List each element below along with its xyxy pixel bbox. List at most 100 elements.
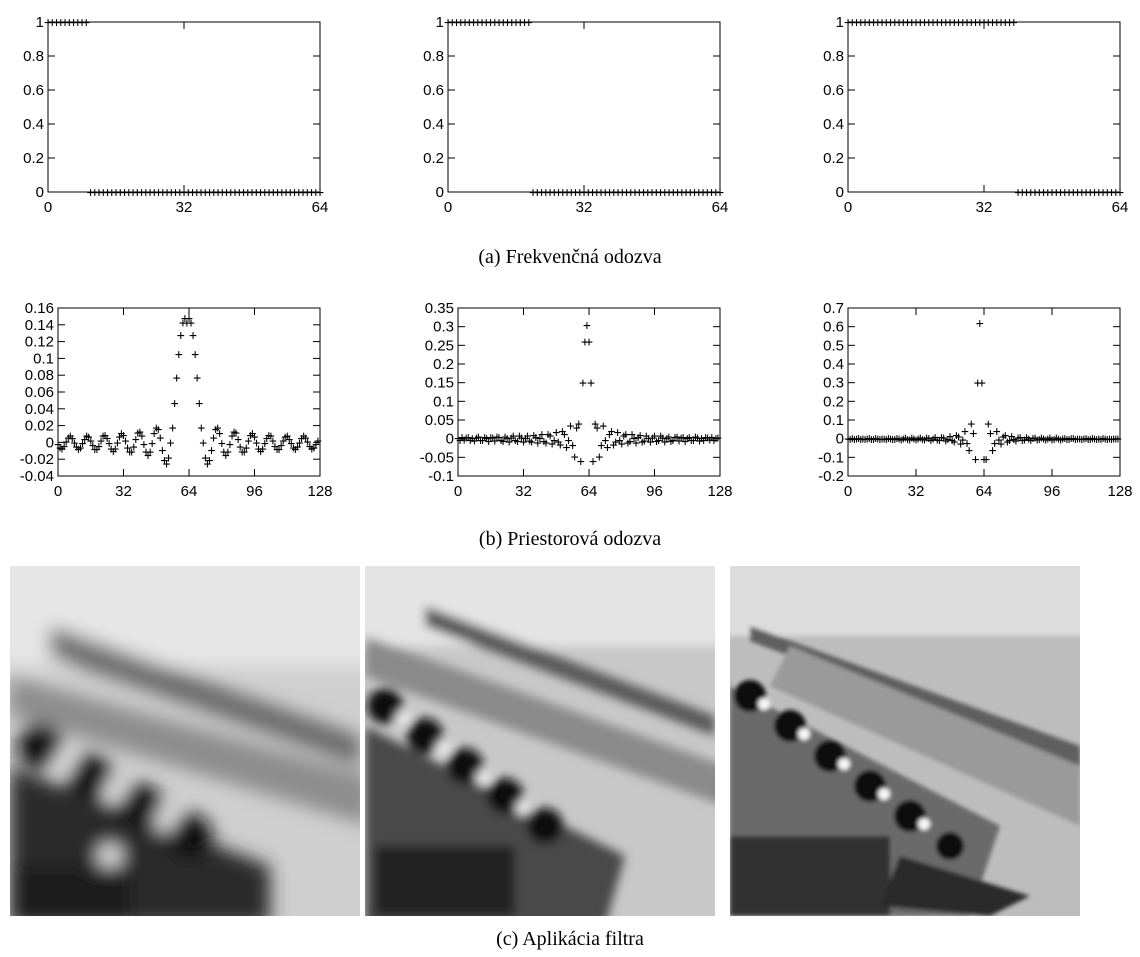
data-point: + [257, 186, 265, 201]
data-point: + [940, 431, 948, 446]
data-point: + [466, 434, 474, 449]
data-point: + [48, 16, 56, 31]
data-point: + [1059, 432, 1067, 447]
caption-a: (a) Frekvenčná odozva [478, 246, 662, 268]
data-point: + [501, 430, 509, 445]
data-point: + [1023, 430, 1031, 445]
data-point: + [921, 16, 929, 31]
x-tick-label: 0 [54, 483, 62, 500]
x-tick-label: 32 [908, 483, 925, 500]
caption-c: (c) Aplikácia filtra [496, 928, 644, 950]
data-point: + [304, 435, 312, 450]
data-point: + [1044, 432, 1052, 447]
data-point: + [473, 431, 481, 446]
data-point: + [516, 16, 524, 31]
data-point: + [878, 432, 886, 447]
x-tick-label: 0 [454, 483, 462, 500]
data-point: + [1031, 186, 1039, 201]
data-point: + [485, 434, 493, 449]
data-point: + [1010, 433, 1018, 448]
data-point: + [980, 16, 988, 31]
data-point: + [1012, 434, 1020, 449]
data-point: + [882, 16, 890, 31]
data-point: + [103, 432, 111, 447]
data-point: + [66, 429, 74, 444]
data-point: + [967, 16, 975, 31]
data-point: + [923, 431, 931, 446]
data-point: + [1061, 186, 1069, 201]
data-point: + [474, 16, 482, 31]
data-point: + [646, 435, 654, 450]
data-point: + [620, 429, 628, 444]
data-point: + [640, 434, 648, 449]
data-point: + [933, 433, 941, 448]
y-tick-label: 1 [36, 14, 44, 31]
data-point: + [121, 186, 129, 201]
data-point: + [1020, 433, 1028, 448]
data-point: + [853, 432, 861, 447]
y-tick-label: -0.1 [818, 449, 844, 466]
y-tick-label: 0.6 [823, 319, 844, 336]
data-point: + [716, 186, 724, 201]
data-point: + [1065, 186, 1073, 201]
data-point: + [1099, 186, 1107, 201]
data-point: + [128, 445, 136, 460]
data-point: + [997, 16, 1005, 31]
data-point: + [952, 428, 960, 443]
data-point: + [95, 186, 103, 201]
data-point: + [606, 427, 614, 442]
data-point: + [82, 16, 90, 31]
data-point: + [524, 429, 532, 444]
data-point: + [479, 434, 487, 449]
data-point: + [462, 431, 470, 446]
data-point: + [655, 434, 663, 449]
data-point: + [1078, 186, 1086, 201]
data-point: + [889, 433, 897, 448]
data-point: + [912, 433, 920, 448]
data-point: + [573, 421, 581, 436]
data-point: + [156, 431, 164, 446]
y-tick-label: -0.04 [20, 468, 54, 485]
data-point: + [286, 186, 294, 201]
data-point: + [193, 371, 201, 386]
data-point: + [714, 431, 722, 446]
data-point: + [261, 437, 269, 452]
data-point: + [261, 186, 269, 201]
data-point: + [899, 16, 907, 31]
data-point: + [855, 432, 863, 447]
data-point: + [228, 429, 236, 444]
data-point: + [618, 437, 626, 452]
data-point: + [99, 429, 107, 444]
data-point: + [916, 431, 924, 446]
data-point: + [289, 441, 297, 456]
data-point: + [154, 422, 162, 437]
data-point: + [528, 435, 536, 450]
data-point: + [976, 316, 984, 331]
data-point: + [665, 186, 673, 201]
data-point: + [95, 439, 103, 454]
data-point: + [456, 433, 464, 448]
data-point: + [554, 435, 562, 450]
data-point: + [173, 371, 181, 386]
y-tick-label: -0.05 [420, 449, 454, 466]
data-point: + [689, 433, 697, 448]
data-point: + [232, 426, 240, 441]
data-point: + [83, 429, 91, 444]
y-tick-label: 0.8 [23, 48, 44, 65]
data-point: + [70, 436, 78, 451]
data-point: + [85, 430, 93, 445]
data-point: + [279, 434, 287, 449]
data-point: + [61, 16, 69, 31]
data-point: + [130, 440, 138, 455]
data-point: + [64, 431, 72, 446]
data-point: + [509, 429, 517, 444]
data-point: + [1093, 433, 1101, 448]
x-tick-label: 96 [1044, 483, 1061, 500]
data-point: + [187, 316, 195, 331]
data-point: + [712, 431, 720, 446]
data-point: + [687, 434, 695, 449]
data-point: + [1027, 186, 1035, 201]
data-point: + [974, 376, 982, 391]
y-tick-label: 0.04 [25, 401, 54, 418]
y-tick-label: 0.06 [25, 384, 54, 401]
